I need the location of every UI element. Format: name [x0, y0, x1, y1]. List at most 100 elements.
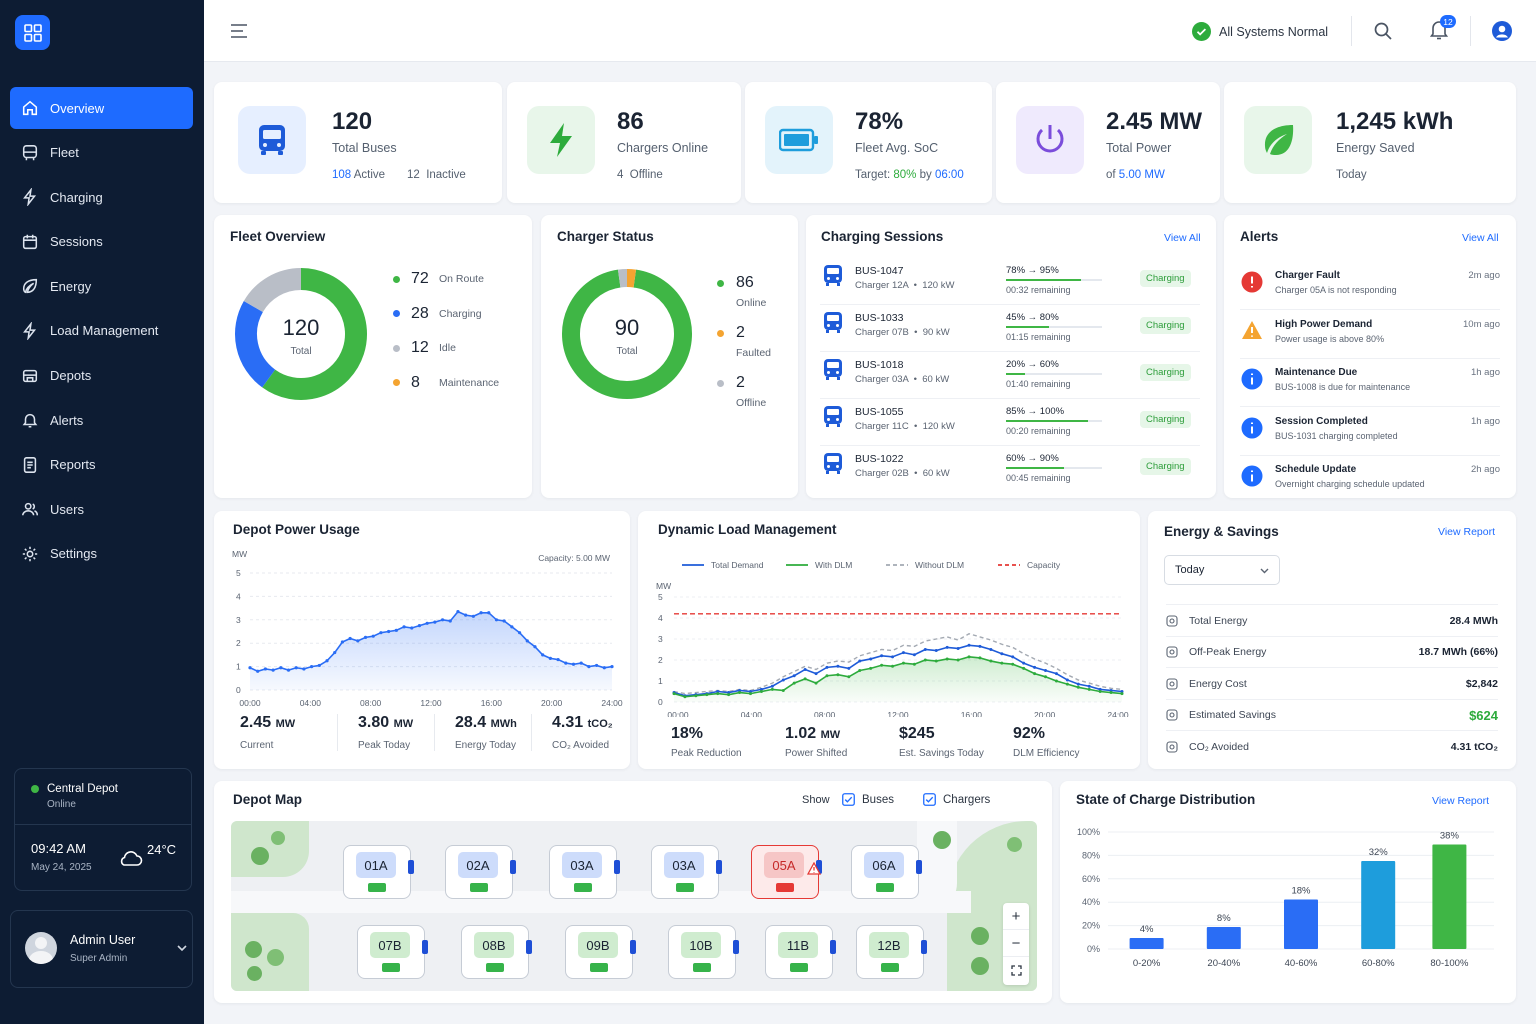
session-row[interactable]: BUS-1018 Charger 03A • 60 kW 20% → 60% 0…	[820, 353, 1200, 399]
sidebar-item-alerts[interactable]: Alerts	[10, 399, 193, 441]
charging-bay[interactable]: 01A	[343, 845, 414, 899]
zoom-in-button[interactable]: +	[1003, 903, 1029, 930]
profile-icon[interactable]	[1492, 21, 1512, 41]
charging-bay[interactable]: 07B	[357, 925, 428, 979]
chargers-checkbox[interactable]: Chargers	[923, 793, 990, 806]
sidebar-item-charging[interactable]: Charging	[10, 176, 193, 218]
alert-item[interactable]: Session Completed BUS-1031 charging comp…	[1240, 408, 1500, 456]
power-point	[548, 656, 552, 661]
bay-label: 06A	[864, 852, 904, 878]
energy-row: Energy Cost $2,842	[1166, 667, 1498, 699]
y-tick-label: 0%	[1087, 944, 1100, 954]
kpi-unit: MW	[393, 718, 414, 730]
with-dlm-point	[694, 694, 698, 698]
bar	[1361, 861, 1396, 949]
sidebar-item-label: Load Management	[50, 323, 159, 339]
charging-bay[interactable]: 02A	[445, 845, 516, 899]
session-row[interactable]: BUS-1055 Charger 11C • 120 kW 85% → 100%…	[820, 400, 1200, 446]
with-dlm-point	[923, 658, 927, 662]
bus-icon	[238, 106, 306, 174]
sidebar-item-load-management[interactable]: Load Management	[10, 310, 193, 352]
warning-icon	[1242, 320, 1262, 339]
y-tick-label: 5	[236, 568, 241, 578]
kpi-label: DLM Efficiency	[1013, 748, 1080, 759]
session-soc: 60% → 90%	[1006, 453, 1059, 464]
legend-label: Online	[736, 297, 767, 309]
with-dlm-point	[934, 659, 938, 663]
sidebar-item-fleet[interactable]: Fleet	[10, 132, 193, 174]
search-icon[interactable]	[1374, 22, 1392, 40]
charging-bay[interactable]: 10B	[668, 925, 739, 979]
charger-plug-icon	[614, 860, 620, 874]
session-row[interactable]: BUS-1022 Charger 02B • 60 kW 60% → 90% 0…	[820, 447, 1200, 493]
total-demand-point	[869, 657, 873, 661]
sidebar-nav: Overview Fleet Charging Sessions Energy Load …	[10, 87, 193, 578]
alert-item[interactable]: Charger Fault Charger 05A is not respond…	[1240, 262, 1500, 310]
total-buses-value: 120	[332, 108, 373, 135]
zoom-out-button[interactable]: −	[1003, 930, 1029, 957]
power-point	[517, 631, 522, 635]
inactive-count: 12	[407, 169, 420, 181]
donut-segment	[562, 269, 692, 399]
tree-icon	[1007, 837, 1022, 852]
charging-bay[interactable]: 08B	[461, 925, 532, 979]
charging-bay[interactable]: 12B	[856, 925, 927, 979]
soc-view-report-link[interactable]: View Report	[1432, 795, 1490, 807]
stat-card-total-buses: 120 Total Buses 108 Active 12 Inactive	[214, 82, 502, 203]
sidebar-item-depots[interactable]: Depots	[10, 355, 193, 397]
legend-dot	[393, 344, 400, 352]
bay-label: 10B	[681, 932, 721, 958]
session-remaining: 01:40 remaining	[1006, 379, 1071, 389]
legend-dot	[717, 279, 724, 287]
charging-bay[interactable]: 03A	[651, 845, 722, 899]
user-menu[interactable]: Admin User Super Admin	[10, 910, 193, 988]
soc-distribution-card: State of Charge Distribution View Report…	[1060, 781, 1516, 1003]
sidebar-item-reports[interactable]: Reports	[10, 444, 193, 486]
charging-bay[interactable]: 03A	[549, 845, 620, 899]
fullscreen-button[interactable]	[1003, 957, 1029, 984]
sidebar-item-overview[interactable]: Overview	[10, 87, 193, 129]
session-row[interactable]: BUS-1047 Charger 12A • 120 kW 78% → 95% …	[820, 259, 1200, 305]
session-row[interactable]: BUS-1033 Charger 07B • 90 kW 45% → 80% 0…	[820, 306, 1200, 352]
sidebar-item-label: Reports	[50, 457, 96, 473]
energy-view-report-link[interactable]: View Report	[1438, 526, 1496, 538]
legend-dot	[393, 379, 400, 386]
charging-bay[interactable]: 11B	[765, 925, 836, 979]
total-demand-point	[1109, 688, 1113, 692]
with-dlm-line	[673, 656, 1123, 698]
menu-icon[interactable]	[230, 24, 248, 38]
charging-bay[interactable]: 05A	[751, 845, 822, 899]
sidebar-item-energy[interactable]: Energy	[10, 265, 193, 307]
energy-row-label: Total Energy	[1189, 614, 1248, 627]
charging-bay[interactable]: 09B	[565, 925, 636, 979]
bar	[1129, 938, 1164, 949]
users-icon	[22, 503, 38, 516]
alert-item[interactable]: Maintenance Due BUS-1008 is due for main…	[1240, 359, 1500, 407]
alert-title: Charger Fault	[1275, 270, 1341, 281]
app-logo[interactable]	[15, 15, 50, 50]
notifications-button[interactable]: 12	[1429, 15, 1456, 42]
period-select[interactable]: Today	[1164, 555, 1280, 585]
dlm-kpi: $245 Est. Savings Today	[899, 725, 984, 759]
kpi-value: 4.31	[552, 714, 584, 731]
energy-row-label: Energy Cost	[1189, 677, 1247, 690]
bar-value-label: 32%	[1369, 847, 1389, 858]
alerts-view-all-link[interactable]: View All	[1462, 232, 1499, 244]
stat-card-power: 2.45 MW Total Power of 5.00 MW	[996, 82, 1220, 203]
session-progress	[1006, 467, 1102, 469]
sessions-view-all-link[interactable]: View All	[1164, 232, 1201, 244]
charger-plug-icon	[921, 940, 927, 954]
power-point	[541, 653, 545, 657]
alert-item[interactable]: High Power Demand Power usage is above 8…	[1240, 311, 1500, 359]
power-point	[579, 661, 583, 665]
sidebar-item-settings[interactable]: Settings	[10, 533, 193, 575]
depot-map-canvas[interactable]: 01A 02A 03A 03A 05A 06A 07B 08B	[231, 821, 1037, 991]
charging-bay[interactable]: 06A	[851, 845, 922, 899]
alert-item[interactable]: Schedule Update Overnight charging sched…	[1240, 456, 1500, 504]
sidebar-item-sessions[interactable]: Sessions	[10, 221, 193, 263]
y-tick-label: 100%	[1077, 827, 1100, 837]
buses-checkbox[interactable]: Buses	[842, 793, 894, 806]
power-point	[256, 669, 260, 673]
x-tick-label: 00:00	[239, 698, 261, 707]
sidebar-item-users[interactable]: Users	[10, 488, 193, 530]
